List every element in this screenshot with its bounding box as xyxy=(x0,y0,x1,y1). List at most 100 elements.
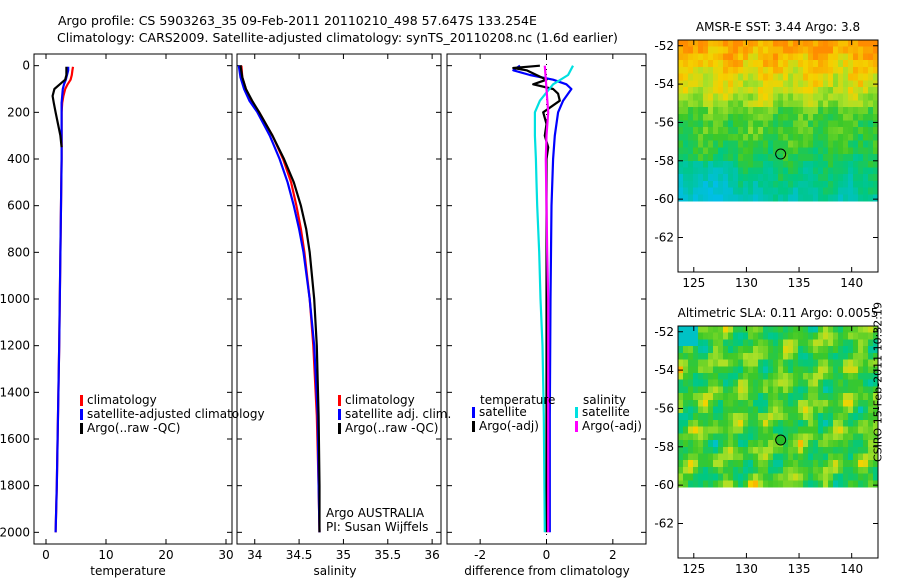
heatmap-cell xyxy=(773,73,779,81)
heatmap-cell xyxy=(743,339,749,347)
heatmap-cell xyxy=(823,86,829,95)
heatmap-cell xyxy=(678,160,684,169)
heatmap-cell xyxy=(828,194,834,202)
heatmap-cell xyxy=(823,113,829,122)
heatmap-cell xyxy=(833,352,839,361)
heatmap-cell xyxy=(678,127,684,135)
heatmap-cell xyxy=(818,66,824,75)
heatmap-cell xyxy=(773,194,779,202)
heatmap-cell xyxy=(713,113,719,122)
heatmap-cell xyxy=(693,359,699,367)
heatmap-cell xyxy=(858,93,864,101)
heatmap-cell xyxy=(848,419,854,428)
heatmap-cell xyxy=(743,40,749,48)
heatmap-cell xyxy=(743,399,749,408)
heatmap-cell xyxy=(763,127,769,135)
heatmap-cell xyxy=(828,359,834,367)
heatmap-cell xyxy=(698,433,704,441)
heatmap-cell xyxy=(758,100,764,108)
heatmap-cell xyxy=(698,393,704,401)
heatmap-cell xyxy=(793,147,799,155)
heatmap-cell xyxy=(843,147,849,155)
heatmap-cell xyxy=(838,194,844,202)
heatmap-cell xyxy=(698,60,704,68)
heatmap-cell xyxy=(778,446,784,455)
heatmap-cell xyxy=(728,86,734,95)
heatmap-cell xyxy=(683,167,689,175)
heatmap-cell xyxy=(683,399,689,408)
heatmap-cell xyxy=(693,426,699,434)
heatmap-cell xyxy=(768,393,774,401)
heatmap-cell xyxy=(708,93,714,101)
timestamp-stamp: CSIRO 15-Feb-2011 10:32:19 xyxy=(871,301,885,463)
heatmap-cell xyxy=(768,480,774,488)
heatmap-cell xyxy=(793,379,799,387)
heatmap-cell xyxy=(823,426,829,434)
heatmap-cell xyxy=(838,187,844,195)
heatmap-cell xyxy=(778,399,784,408)
heatmap-cell xyxy=(683,147,689,155)
heatmap-cell xyxy=(693,180,699,189)
heatmap-cell xyxy=(873,326,879,334)
heatmap-cell xyxy=(828,372,834,381)
heatmap-cell xyxy=(713,154,719,162)
heatmap-cell xyxy=(703,167,709,175)
y-tick-label: 1000 xyxy=(0,292,30,306)
heatmap-cell xyxy=(743,460,749,468)
heatmap-cell xyxy=(783,473,789,481)
heatmap-cell xyxy=(698,419,704,428)
heatmap-cell xyxy=(793,180,799,189)
heatmap-cell xyxy=(843,446,849,455)
heatmap-cell xyxy=(858,187,864,195)
heatmap-cell xyxy=(683,86,689,95)
heatmap-cell xyxy=(708,359,714,367)
heatmap-cell xyxy=(853,187,859,195)
heatmap-cell xyxy=(713,372,719,381)
heatmap-cell xyxy=(723,180,729,189)
heatmap-cell xyxy=(778,60,784,68)
heatmap-cell xyxy=(783,359,789,367)
heatmap-cell xyxy=(763,352,769,361)
heatmap-cell xyxy=(823,73,829,81)
heatmap-cell xyxy=(698,194,704,202)
heatmap-cell xyxy=(848,466,854,475)
heatmap-cell xyxy=(723,460,729,468)
heatmap-cell xyxy=(783,413,789,421)
heatmap-cell xyxy=(823,93,829,101)
y-tick-label: -52 xyxy=(654,39,674,53)
heatmap-cell xyxy=(848,107,854,115)
heatmap-cell xyxy=(843,180,849,189)
heatmap-cell xyxy=(773,93,779,101)
heatmap-cell xyxy=(783,127,789,135)
heatmap-cell xyxy=(703,446,709,455)
heatmap-cell xyxy=(828,113,834,122)
heatmap-cell xyxy=(733,466,739,475)
x-tick-label: 125 xyxy=(682,562,705,576)
heatmap-cell xyxy=(868,433,874,441)
heatmap-cell xyxy=(788,154,794,162)
heatmap-cell xyxy=(808,339,814,347)
heatmap-cell xyxy=(873,473,879,481)
heatmap-cell xyxy=(813,147,819,155)
heatmap-cell xyxy=(763,372,769,381)
heatmap-cell xyxy=(793,339,799,347)
heatmap-cell xyxy=(768,86,774,95)
heatmap-cell xyxy=(833,180,839,189)
heatmap-cell xyxy=(718,393,724,401)
heatmap-cell xyxy=(783,174,789,182)
heatmap-cell xyxy=(718,80,724,88)
heatmap-cell xyxy=(843,174,849,182)
heatmap-cell xyxy=(693,453,699,461)
heatmap-cell xyxy=(833,326,839,334)
heatmap-cell xyxy=(723,379,729,387)
heatmap-cell xyxy=(713,419,719,428)
heatmap-cell xyxy=(813,393,819,401)
heatmap-cell xyxy=(733,66,739,75)
heatmap-cell xyxy=(783,326,789,334)
heatmap-cell xyxy=(818,100,824,108)
heatmap-cell xyxy=(693,140,699,148)
heatmap-cell xyxy=(813,66,819,75)
heatmap-cell xyxy=(768,194,774,202)
heatmap-cell xyxy=(713,53,719,61)
heatmap-cell xyxy=(738,413,744,421)
